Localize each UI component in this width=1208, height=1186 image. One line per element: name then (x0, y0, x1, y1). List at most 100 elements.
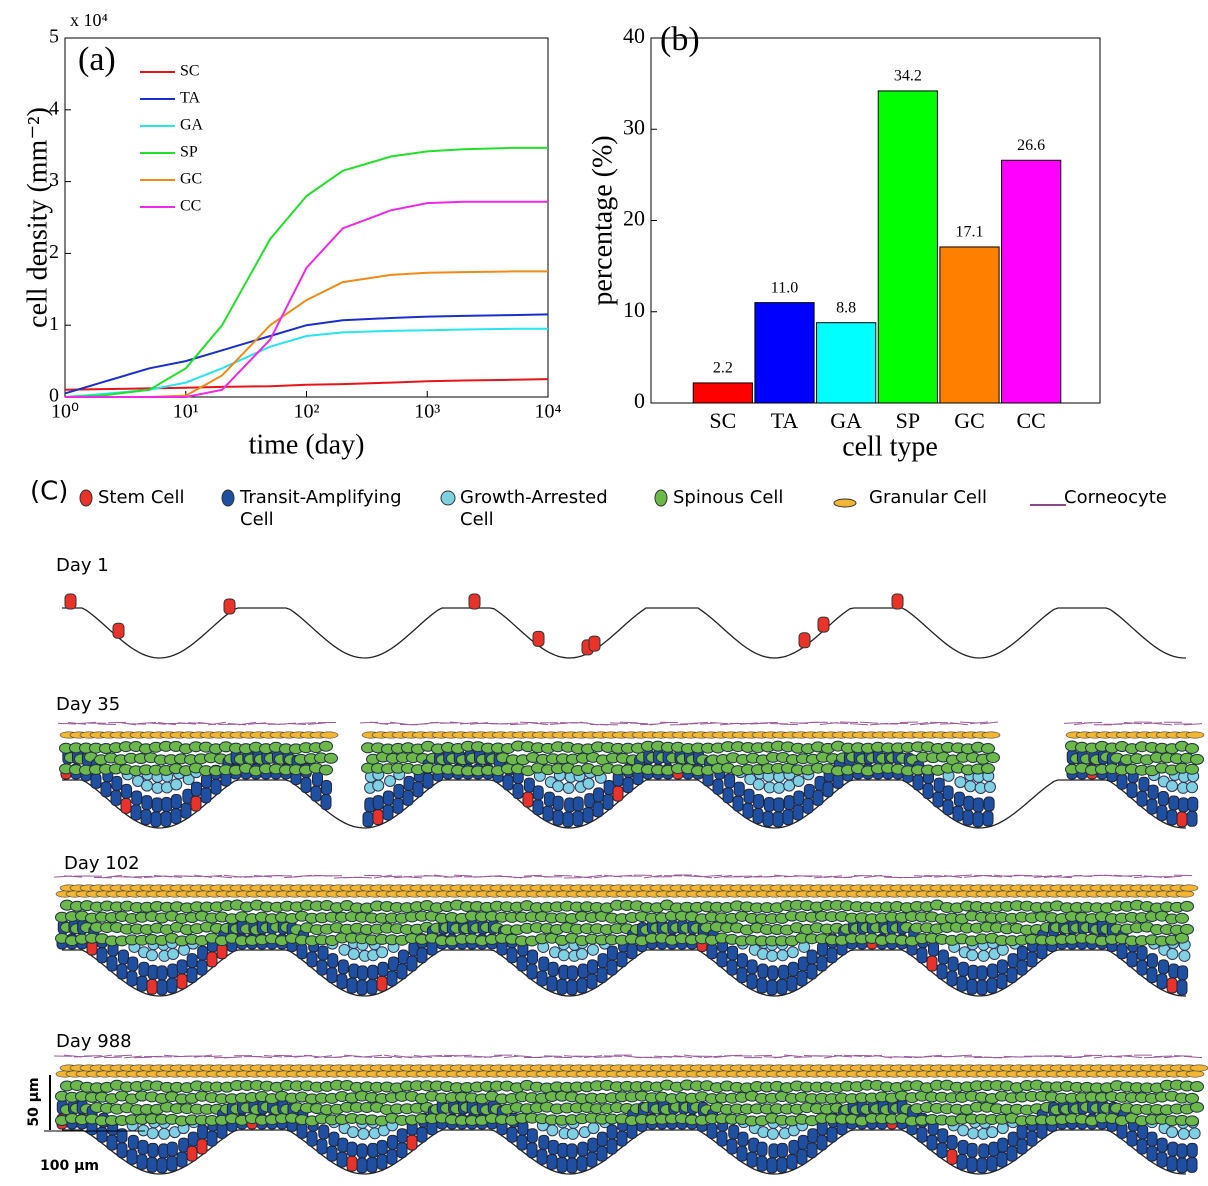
ga-cell (766, 1127, 779, 1140)
x-tick-label: 10¹ (173, 401, 199, 423)
ga-cell (1166, 1126, 1179, 1139)
ta-cell (1146, 1131, 1158, 1147)
ta-cell (116, 1142, 128, 1159)
corneocyte (823, 875, 843, 879)
x-tick-label: CC (1016, 408, 1045, 433)
ta-cell (386, 970, 398, 987)
ta-cell (376, 1139, 388, 1155)
corneocyte (113, 1054, 133, 1057)
legend-label: Stem Cell (98, 487, 184, 508)
corneocyte (1153, 1055, 1173, 1058)
corneocyte (123, 875, 143, 879)
ta-cell (736, 1145, 748, 1162)
ta-cell (210, 778, 222, 795)
ta-cell (366, 978, 378, 995)
corneocyte (1113, 1054, 1133, 1057)
ta-cell (957, 1139, 969, 1155)
stem-cell (891, 593, 904, 610)
x-tick-label: 10⁴ (535, 401, 562, 423)
ta-cell (141, 795, 153, 811)
ta-cell (616, 1130, 628, 1147)
corneocyte (609, 722, 629, 724)
spinous-cell (1185, 1092, 1199, 1104)
legend-label: Transit-Amplifying (239, 487, 402, 508)
ga-cell (954, 776, 967, 789)
ta-cell (587, 1137, 599, 1153)
ga-cell (170, 778, 183, 791)
ta-cell (127, 1134, 139, 1150)
stem-cell (406, 1134, 418, 1151)
x-tick-label: GA (830, 408, 862, 433)
y-tick-label: 0 (49, 385, 59, 407)
ta-cell (1146, 967, 1158, 984)
corneocyte (93, 1054, 113, 1059)
legend-icon (79, 489, 93, 507)
panel-label: (b) (660, 21, 700, 58)
ta-cell (1176, 1143, 1188, 1159)
corneocyte (583, 1055, 603, 1058)
ta-cell (773, 797, 785, 813)
granular-cell (1175, 890, 1195, 898)
corneocyte (133, 875, 153, 878)
corneocyte (103, 1056, 123, 1059)
ga-cell (146, 1127, 159, 1140)
ta-cell (1186, 810, 1198, 827)
corneocyte (1073, 1055, 1093, 1058)
value-label: 34.2 (894, 68, 922, 85)
corneocyte (779, 723, 799, 726)
corneocyte (63, 875, 83, 878)
ta-cell (826, 1126, 838, 1143)
corneocyte (519, 721, 539, 724)
ta-cell (412, 781, 424, 798)
ta-cell (1006, 967, 1018, 984)
ta-cell (377, 961, 389, 977)
ta-cell (106, 1134, 118, 1151)
ta-cell (552, 809, 564, 826)
ta-cell (161, 796, 173, 812)
ta-cell (596, 967, 608, 984)
y-tick-label: 40 (623, 23, 645, 48)
corneocyte (1143, 722, 1163, 725)
ta-cell (966, 1156, 978, 1173)
corneocyte (287, 723, 307, 725)
corneocyte (383, 875, 403, 878)
x-axis-label: cell type (842, 431, 938, 462)
corneocyte (353, 876, 373, 879)
ta-cell (626, 943, 638, 960)
ta-cell (406, 955, 418, 972)
corneocyte (177, 722, 197, 725)
ta-cell (572, 796, 584, 812)
ta-cell (186, 967, 198, 984)
corneocyte (533, 1056, 553, 1058)
ta-cell (372, 795, 384, 811)
value-label: 8.8 (836, 299, 856, 316)
ta-cell (306, 951, 318, 968)
stem-cell (196, 1138, 208, 1155)
corneocyte (57, 722, 77, 725)
x-tick-label: TA (771, 408, 799, 433)
ga-cell (582, 777, 595, 790)
ta-cell (1016, 1124, 1028, 1140)
y-tick-label: 0 (634, 388, 645, 413)
ta-cell (796, 970, 808, 987)
corneocyte (313, 1055, 333, 1059)
ga-cell (1188, 1127, 1201, 1140)
series-line (64, 327, 548, 398)
legend-label: Cell (460, 509, 494, 530)
ga-cell (977, 949, 990, 962)
ta-cell (1176, 1157, 1188, 1174)
ta-cell (336, 973, 348, 990)
corneocyte (739, 722, 759, 725)
ta-cell (506, 947, 518, 964)
stem-cell (206, 951, 218, 968)
ga-cell (576, 948, 589, 961)
legend-icon (833, 498, 857, 508)
ta-cell (728, 1124, 740, 1140)
ta-cell (138, 961, 150, 977)
ga-cell (372, 779, 385, 792)
ta-cell (912, 774, 924, 791)
ta-cell (1177, 965, 1189, 981)
corneocyte (893, 1056, 913, 1059)
ta-cell (743, 788, 755, 804)
ta-cell (1016, 945, 1028, 961)
